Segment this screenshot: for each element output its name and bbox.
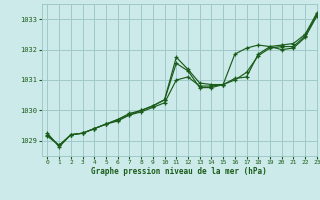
X-axis label: Graphe pression niveau de la mer (hPa): Graphe pression niveau de la mer (hPa)	[91, 167, 267, 176]
